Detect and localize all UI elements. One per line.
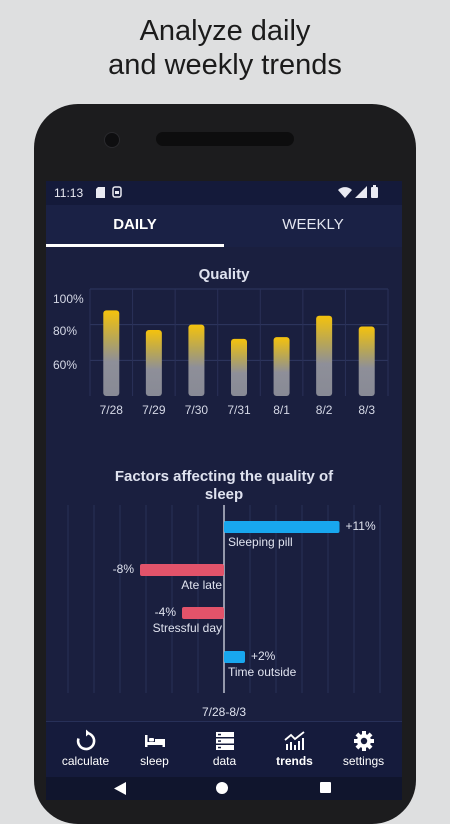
nav-data[interactable]: data — [189, 722, 260, 778]
x-tick-label: 8/2 — [315, 403, 333, 417]
quality-bar — [316, 315, 333, 396]
headline-line-2: and weekly trends — [108, 49, 342, 81]
nav-label: sleep — [140, 754, 169, 768]
nav-trends[interactable]: trends — [259, 722, 330, 778]
headline: Analyze daily and weekly trends — [0, 14, 450, 82]
gear-icon — [354, 731, 374, 751]
status-time: 11:13 — [54, 186, 84, 200]
y-tick-label: 80% — [53, 324, 78, 338]
nav-label: calculate — [61, 754, 110, 768]
tab-daily[interactable]: DAILY — [113, 216, 157, 233]
factor-category-label: Stressful day — [152, 621, 222, 635]
sim-icon — [112, 186, 122, 198]
tab-weekly[interactable]: WEEKLY — [282, 216, 344, 233]
x-tick-label: 7/31 — [227, 403, 251, 417]
x-tick-label: 8/1 — [273, 403, 290, 417]
quality-chart — [89, 288, 389, 396]
factor-bar — [224, 651, 245, 663]
factors-chart-title-text: Factors affecting the quality of sleep — [114, 468, 334, 503]
recent-apps-icon[interactable] — [320, 782, 331, 793]
quality-chart-title: Quality — [198, 266, 250, 283]
factor-bar — [224, 521, 340, 533]
quality-bar — [188, 324, 205, 396]
nav-sleep[interactable]: sleep — [119, 722, 190, 778]
x-tick-label: 8/3 — [358, 403, 376, 417]
refresh-icon — [76, 729, 96, 751]
x-tick-label: 7/29 — [142, 403, 166, 417]
cell-signal-icon — [355, 186, 367, 198]
app-screen: 11:13 DAILY WEEKLY Quality 100% 80% 60% — [46, 181, 402, 800]
earpiece-speaker — [156, 132, 294, 146]
factors-chart-title: Factors affecting the quality of sleep — [46, 468, 402, 504]
date-range-label: 7/28-8/3 — [201, 705, 247, 719]
bed-icon — [145, 735, 165, 747]
factor-value-label: +11% — [345, 519, 376, 533]
tab-bar: DAILY WEEKLY — [46, 205, 402, 247]
trend-icon — [284, 731, 305, 750]
factor-bar — [140, 564, 224, 576]
tab-indicator — [46, 244, 224, 247]
x-tick-label: 7/28 — [99, 403, 123, 417]
quality-bar — [358, 326, 375, 396]
quality-bar — [103, 310, 120, 396]
y-tick-label: 100% — [53, 292, 84, 306]
system-nav-bar — [46, 777, 402, 800]
headline-line-1: Analyze daily — [139, 15, 311, 47]
nav-label: settings — [342, 754, 385, 768]
back-icon[interactable] — [114, 782, 126, 795]
factors-chart — [67, 505, 381, 693]
factor-category-label: Time outside — [228, 665, 297, 679]
nav-label: data — [212, 754, 237, 768]
nav-settings[interactable]: settings — [328, 722, 399, 778]
factor-category-label: Sleeping pill — [228, 535, 293, 549]
bottom-nav: calculate sleep data — [46, 721, 402, 778]
quality-bar — [231, 338, 247, 396]
quality-bar — [273, 337, 290, 396]
sd-card-icon — [96, 187, 105, 198]
front-camera — [104, 132, 120, 148]
factor-category-label: Ate late — [181, 578, 222, 592]
nav-label: trends — [276, 754, 313, 768]
quality-bar — [145, 330, 162, 396]
y-tick-label: 60% — [53, 358, 78, 372]
home-icon[interactable] — [216, 782, 228, 794]
battery-icon — [371, 185, 378, 198]
database-icon — [216, 732, 234, 750]
factor-value-label: -8% — [112, 562, 134, 576]
factor-value-label: +2% — [251, 649, 276, 663]
status-bar: 11:13 — [46, 181, 402, 205]
nav-calculate[interactable]: calculate — [50, 722, 121, 778]
x-tick-label: 7/30 — [184, 403, 209, 417]
factor-bar — [182, 607, 224, 619]
factor-value-label: -4% — [154, 605, 176, 619]
wifi-icon — [338, 187, 352, 198]
